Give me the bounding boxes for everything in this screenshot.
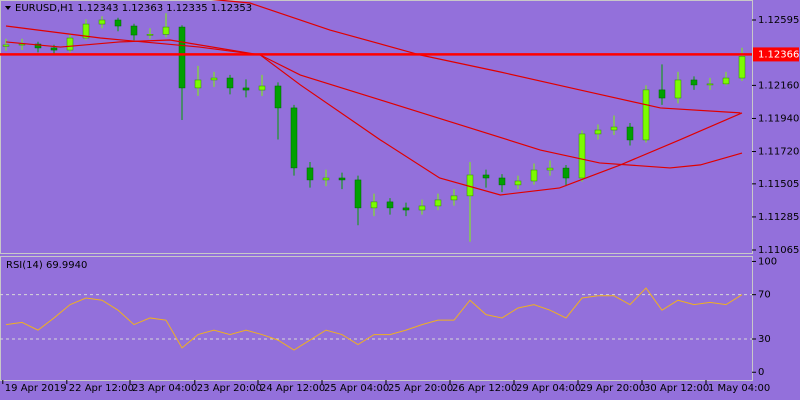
x-tick-label: 29 Apr 04:00	[516, 383, 581, 394]
price-plot	[0, 0, 752, 242]
candle-body	[402, 207, 410, 211]
candle-body	[146, 34, 154, 36]
price-panel-frame	[0, 0, 753, 254]
x-tick-label: 25 Apr 04:00	[324, 383, 389, 394]
x-tick-label: 25 Apr 20:00	[388, 383, 453, 394]
candle-body	[242, 87, 250, 91]
price-label-box	[753, 47, 799, 62]
rsi-line	[5, 287, 743, 351]
candle-body	[258, 85, 266, 91]
candle-body	[322, 177, 330, 181]
moving-average	[5, 25, 743, 169]
candle-body	[674, 79, 682, 99]
x-tick-label: 1 May 04:00	[708, 383, 770, 394]
candle-body	[338, 177, 346, 181]
candle-body	[50, 47, 58, 51]
candle-body	[450, 195, 458, 201]
candle-body	[642, 89, 650, 141]
rsi-panel-frame	[0, 256, 753, 381]
candle-body	[274, 85, 282, 109]
candle-body	[578, 133, 586, 179]
y-tick-label: 1.11065	[758, 245, 799, 256]
candle-body	[226, 77, 234, 89]
y-tick-label: 1.11940	[758, 113, 799, 124]
x-tick-label: 26 Apr 12:00	[452, 383, 517, 394]
candle-body	[594, 129, 602, 135]
candle-body	[178, 26, 186, 89]
candle-body	[386, 201, 394, 209]
x-tick-label: 23 Apr 20:00	[197, 383, 262, 394]
y-tick-label: 30	[758, 334, 771, 345]
y-tick-label: 1.11720	[758, 147, 799, 158]
x-tick-label: 22 Apr 12:00	[69, 383, 134, 394]
candle-body	[66, 37, 74, 51]
y-tick-label: 1.11285	[758, 212, 799, 223]
candle-body	[434, 199, 442, 207]
x-tick-label: 30 Apr 12:00	[644, 383, 709, 394]
candle-body	[690, 79, 698, 86]
candle-body	[706, 83, 714, 86]
y-tick-label: 70	[758, 290, 771, 301]
candle-body	[722, 77, 730, 85]
rsi-title: RSI(14) 69.9940	[6, 260, 87, 271]
candle-body	[626, 126, 634, 141]
price-label: 1.12366	[758, 49, 799, 60]
candle-body	[546, 167, 554, 171]
y-tick-label: 100	[758, 256, 777, 267]
moving-average	[211, 0, 741, 114]
y-tick-label: 0	[758, 367, 764, 378]
candle-body	[290, 107, 298, 169]
candle-body	[306, 167, 314, 181]
candle-body	[210, 77, 218, 81]
candle-body	[610, 126, 618, 131]
candle-body	[130, 25, 138, 36]
candle-body	[562, 167, 570, 179]
moving-average	[5, 39, 743, 196]
candle-body	[354, 179, 362, 209]
candle-body	[82, 23, 90, 39]
candle-body	[34, 43, 42, 49]
candle-body	[370, 201, 378, 209]
candle-body	[738, 56, 746, 79]
y-tick-label: 1.12595	[758, 15, 799, 26]
candle-body	[514, 180, 522, 186]
menu-arrow[interactable]	[5, 6, 11, 10]
candle-body	[114, 19, 122, 27]
x-tick-label: 23 Apr 04:00	[132, 383, 197, 394]
candle-body	[194, 79, 202, 89]
y-tick-label: 1.12160	[758, 80, 799, 91]
candle-body	[482, 174, 490, 179]
rsi-plot	[0, 287, 752, 351]
candle-body	[2, 44, 10, 47]
x-tick-label: 19 Apr 2019	[5, 383, 67, 394]
candle-body	[98, 19, 106, 25]
candle-body	[658, 89, 666, 99]
candle-body	[418, 205, 426, 211]
candle-body	[530, 169, 538, 182]
x-tick-label: 24 Apr 12:00	[260, 383, 325, 394]
x-tick-label: 29 Apr 20:00	[580, 383, 645, 394]
chart-title: EURUSD,H1 1.12343 1.12363 1.12335 1.1235…	[15, 3, 252, 14]
candle-body	[498, 177, 506, 186]
candle-body	[162, 26, 170, 35]
y-tick-label: 1.11505	[758, 179, 799, 190]
